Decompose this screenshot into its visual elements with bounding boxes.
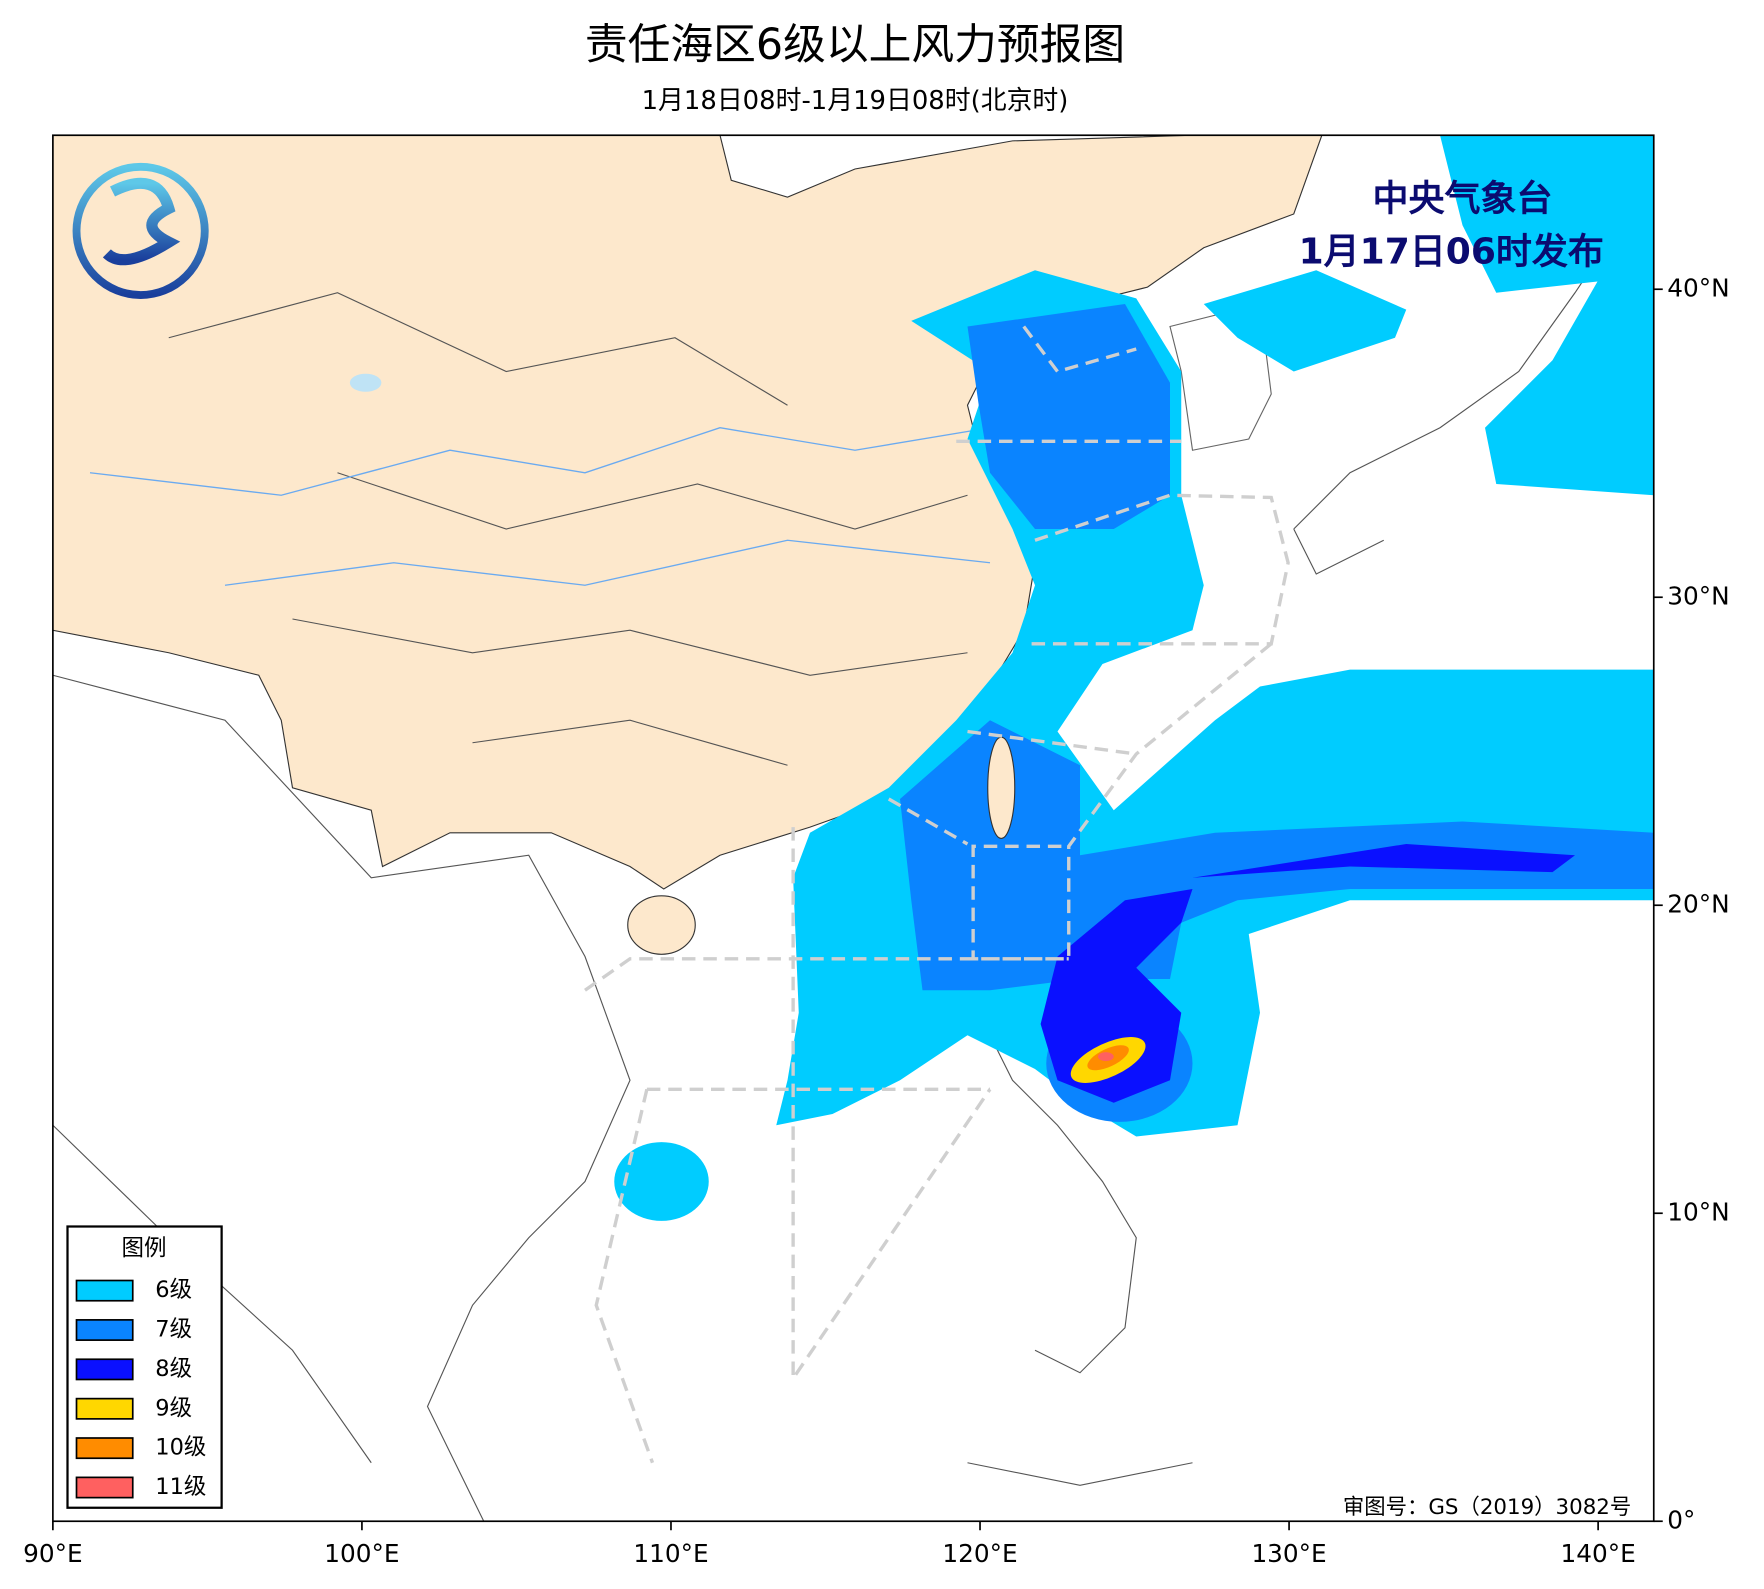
taiwan <box>987 736 1016 839</box>
legend-swatch <box>75 1358 134 1381</box>
x-tick-label: 120°E <box>942 1539 1017 1568</box>
map-body <box>52 135 1654 1522</box>
map-frame <box>52 134 1655 1523</box>
x-tick-label: 130°E <box>1251 1539 1326 1568</box>
legend-swatch <box>75 1476 134 1499</box>
legend-label: 8级 <box>155 1356 192 1382</box>
x-tick-label: 100°E <box>324 1539 399 1568</box>
issuer-name: 中央气象台 <box>1372 179 1552 220</box>
wind-area <box>1040 844 1575 1103</box>
wind-area <box>900 720 1654 991</box>
legend-swatch <box>75 1279 134 1302</box>
wind-area <box>1098 1052 1114 1062</box>
x-tick-label: 90°E <box>23 1539 83 1568</box>
wind-areas <box>614 135 1654 1221</box>
y-tick-label: 10°N <box>1667 1197 1729 1226</box>
legend-label: 9级 <box>155 1395 192 1421</box>
y-tick-label: 30°N <box>1667 581 1729 610</box>
legend-swatch <box>75 1437 134 1460</box>
subtitle: 1月18日08时-1月19日08时(北京时) <box>642 86 1069 116</box>
legend-swatch <box>75 1319 134 1341</box>
legend-label: 6级 <box>155 1277 192 1303</box>
philippines <box>967 1012 1193 1486</box>
legend: 图例 6级 7级 8级 9级 10级 11级 <box>66 1225 223 1509</box>
y-tick-label: 20°N <box>1667 889 1729 918</box>
logo <box>72 162 209 299</box>
legend-swatch <box>75 1397 134 1420</box>
logo-ring <box>72 162 209 299</box>
wind-area <box>614 1142 709 1221</box>
x-tick-label: 110°E <box>633 1539 708 1568</box>
se-asia-coast <box>52 674 631 1522</box>
title: 责任海区6级以上风力预报图 <box>585 20 1125 70</box>
y-tick-label: 40°N <box>1667 273 1729 302</box>
hainan <box>627 895 696 955</box>
approval-number: 审图号：GS（2019）3082号 <box>1343 1495 1631 1520</box>
sea-area-lines <box>584 325 1290 1464</box>
legend-label: 11级 <box>155 1474 206 1500</box>
x-tick-label: 140°E <box>1560 1539 1635 1568</box>
legend-title: 图例 <box>121 1236 166 1262</box>
province-borders <box>168 292 968 766</box>
lake <box>349 373 382 392</box>
rivers <box>89 427 991 586</box>
issue-time: 1月17日06时发布 <box>1299 231 1604 272</box>
wind-area <box>1203 135 1654 496</box>
y-tick-label: 0° <box>1667 1505 1695 1534</box>
legend-label: 10级 <box>155 1435 206 1461</box>
legend-label: 7级 <box>155 1317 192 1343</box>
wind-area <box>967 304 1170 529</box>
logo-mark <box>102 177 181 266</box>
